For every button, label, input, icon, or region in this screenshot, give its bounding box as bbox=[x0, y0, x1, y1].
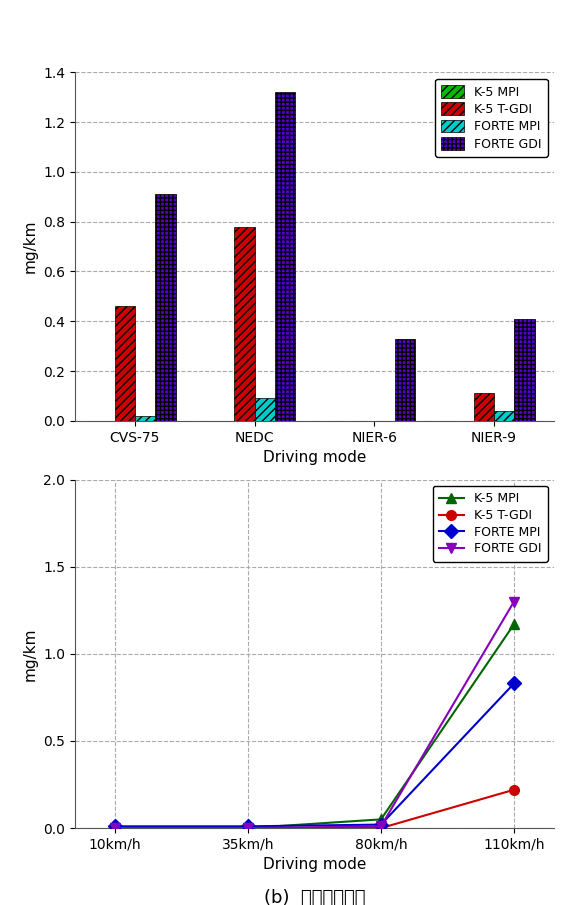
K-5 MPI bbox=[377, 814, 384, 824]
Bar bbox=[254, 398, 275, 421]
Legend: K-5 MPI, K-5 T-GDI, FORTE MPI, FORTE GDI: K-5 MPI, K-5 T-GDI, FORTE MPI, FORTE GDI bbox=[435, 79, 548, 157]
Bar bbox=[515, 319, 535, 421]
Line: K-5 T-GDI: K-5 T-GDI bbox=[110, 785, 519, 833]
X-axis label: Driving mode: Driving mode bbox=[263, 857, 366, 872]
FORTE MPI bbox=[511, 678, 518, 689]
Bar bbox=[155, 195, 175, 421]
Legend: K-5 MPI, K-5 T-GDI, FORTE MPI, FORTE GDI: K-5 MPI, K-5 T-GDI, FORTE MPI, FORTE GDI bbox=[433, 486, 548, 562]
FORTE MPI bbox=[245, 821, 252, 832]
Bar bbox=[234, 226, 254, 421]
X-axis label: Driving mode: Driving mode bbox=[263, 450, 366, 465]
Bar bbox=[275, 92, 295, 421]
Bar bbox=[474, 394, 494, 421]
K-5 MPI bbox=[511, 619, 518, 630]
K-5 T-GDI bbox=[511, 785, 518, 795]
Text: (b)  정속주행모드: (b) 정속주행모드 bbox=[264, 889, 365, 905]
FORTE MPI bbox=[111, 821, 118, 832]
Line: FORTE GDI: FORTE GDI bbox=[110, 596, 519, 833]
Line: FORTE MPI: FORTE MPI bbox=[110, 679, 519, 831]
FORTE GDI bbox=[377, 821, 384, 832]
Bar bbox=[395, 338, 415, 421]
FORTE GDI bbox=[111, 823, 118, 834]
Bar bbox=[494, 411, 515, 421]
Bar bbox=[135, 416, 155, 421]
K-5 T-GDI bbox=[245, 823, 252, 834]
FORTE MPI bbox=[377, 819, 384, 830]
Line: K-5 MPI: K-5 MPI bbox=[110, 619, 519, 833]
FORTE GDI bbox=[245, 823, 252, 834]
Y-axis label: mg/km: mg/km bbox=[23, 627, 38, 681]
FORTE GDI bbox=[511, 596, 518, 607]
K-5 T-GDI bbox=[111, 823, 118, 834]
Text: (a)  일반주행모드: (a) 일반주행모드 bbox=[264, 481, 365, 500]
K-5 MPI bbox=[111, 823, 118, 834]
K-5 MPI bbox=[245, 823, 252, 834]
Bar bbox=[114, 306, 135, 421]
Y-axis label: mg/km: mg/km bbox=[23, 220, 38, 273]
K-5 T-GDI bbox=[377, 823, 384, 834]
